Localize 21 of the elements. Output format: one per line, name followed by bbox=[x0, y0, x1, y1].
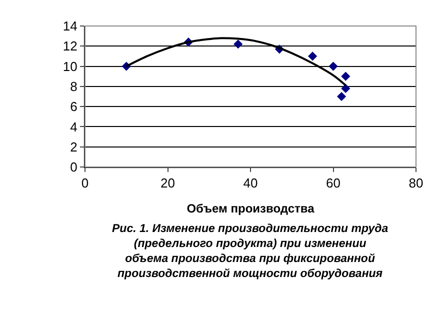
text: Рис. 1. Изменение производительности труда (предельного продукта) при изменении объема производства при фиксированной производственной мощности оборудования bbox=[112, 223, 389, 280]
point bbox=[328, 62, 338, 71]
y-tick-label: 6 bbox=[70, 99, 78, 114]
x-tick-label: 0 bbox=[81, 176, 89, 191]
point bbox=[234, 40, 243, 49]
y-tick-label: 10 bbox=[62, 58, 78, 74]
point bbox=[341, 72, 350, 81]
y-tick-label: 8 bbox=[70, 78, 78, 94]
y-tick-label: 14 bbox=[62, 18, 78, 34]
y-tick-label: 4 bbox=[70, 119, 78, 134]
x-tick-label: 40 bbox=[243, 176, 258, 191]
y-tick-label: 12 bbox=[62, 38, 78, 54]
y-tick-label: 0 bbox=[70, 160, 78, 175]
y-tick-label: 2 bbox=[70, 139, 78, 154]
x-tick-label: 20 bbox=[160, 176, 175, 191]
x-axis-title: Объем производства bbox=[186, 202, 315, 216]
point bbox=[341, 84, 350, 93]
x-tick-label: 80 bbox=[408, 176, 424, 191]
point bbox=[336, 92, 346, 102]
x-tick-label: 60 bbox=[326, 176, 340, 191]
point bbox=[308, 52, 318, 61]
